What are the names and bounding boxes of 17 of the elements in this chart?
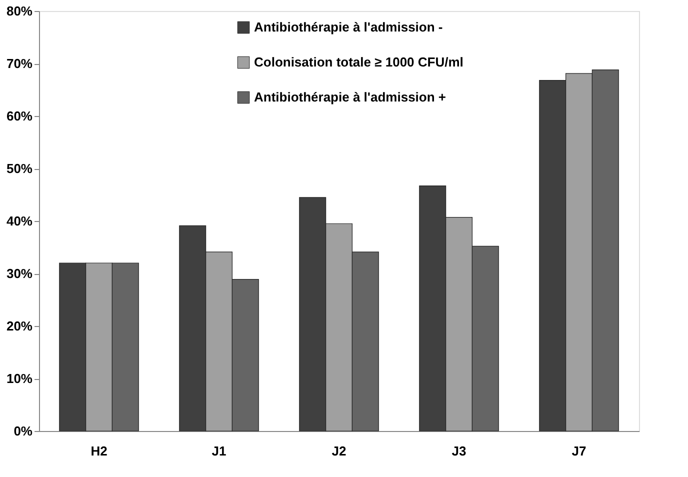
y-tick-label: 0%: [14, 424, 33, 438]
y-tick-label: 60%: [6, 108, 33, 124]
legend-label: Antibiothérapie à l'admission +: [254, 90, 446, 104]
y-tick-label: 10%: [6, 371, 33, 386]
y-tick-label: 70%: [6, 56, 33, 71]
legend-label: Colonisation totale ≥ 1000 CFU/ml: [254, 54, 464, 70]
y-tick-label: 50%: [6, 161, 33, 176]
legend-label: Antibiothérapie à l'admission -: [254, 20, 443, 34]
y-tick-label: 40%: [6, 214, 33, 228]
x-tick-label: J2: [332, 444, 346, 458]
x-tick-label: J7: [572, 444, 586, 458]
x-tick-label: J1: [212, 444, 226, 458]
x-tick-label: H2: [90, 444, 108, 458]
x-tick-label: J3: [452, 444, 466, 458]
y-tick-label: 20%: [6, 318, 33, 334]
y-tick-label: 80%: [6, 4, 33, 18]
y-tick-label: 30%: [6, 266, 33, 281]
